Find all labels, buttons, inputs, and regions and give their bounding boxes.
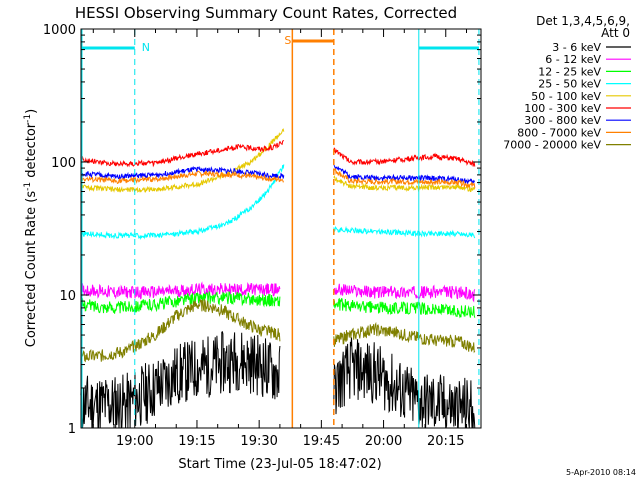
x-tick-label-19-15: 19:15 bbox=[178, 434, 215, 449]
plot-area bbox=[80, 128, 476, 429]
flag-s-label: S bbox=[284, 34, 291, 47]
series-800-7000-kev-segment-2 bbox=[333, 168, 476, 189]
series-100-300-kev-segment-2 bbox=[333, 147, 476, 167]
series-50-100-kev-segment-2 bbox=[333, 175, 476, 193]
series-7000-20000-kev-segment-1 bbox=[80, 299, 281, 363]
series-300-800-kev-segment-1 bbox=[80, 165, 285, 180]
y-tick-label-100: 100 bbox=[51, 156, 76, 171]
series-25-50-kev-segment-1 bbox=[80, 164, 285, 241]
series-3-6-kev-segment-1 bbox=[80, 330, 281, 429]
x-tick-label-19-00: 19:00 bbox=[116, 434, 153, 449]
legend-label-7000-20000-kev: 7000 - 20000 keV bbox=[503, 139, 601, 152]
series-25-50-kev-segment-2 bbox=[333, 225, 476, 239]
series-100-300-kev-segment-1 bbox=[80, 140, 285, 168]
x-tick-label-20-00: 20:00 bbox=[365, 434, 402, 449]
legend-label-300-800-kev: 300 - 800 keV bbox=[524, 114, 601, 127]
legend-header-line-1: Det 1,3,4,5,6,9, bbox=[536, 14, 630, 28]
x-axis: 19:00 19:15 19:30 19:45 20:00 20:15 bbox=[92, 29, 467, 449]
flag-n-label: N bbox=[142, 41, 150, 54]
legend-label-100-300-kev: 100 - 300 keV bbox=[524, 102, 601, 115]
y-tick-label-1000: 1000 bbox=[43, 23, 76, 38]
x-axis-label: Start Time (23-Jul-05 18:47:02) bbox=[178, 457, 381, 472]
series-800-7000-kev-segment-1 bbox=[80, 170, 284, 184]
legend-label-6-12-kev: 6 - 12 keV bbox=[545, 53, 601, 66]
series-6-12-kev-segment-1 bbox=[80, 281, 281, 300]
plot-frame bbox=[80, 28, 482, 429]
series-7000-20000-kev-segment-2 bbox=[333, 321, 476, 354]
series-6-12-kev-segment-2 bbox=[333, 283, 476, 303]
legend-header-line-2: Att 0 bbox=[601, 26, 630, 40]
series-12-25-kev-segment-1 bbox=[80, 290, 281, 314]
legend-label-25-50-kev: 25 - 50 keV bbox=[538, 78, 601, 91]
y-axis-label: Corrected Count Rate (s-1 detector-1) bbox=[23, 109, 39, 347]
legend-label-800-7000-kev: 800 - 7000 keV bbox=[517, 126, 601, 139]
series-3-6-kev-segment-2 bbox=[333, 337, 476, 429]
legend-label-50-100-kev: 50 - 100 keV bbox=[531, 90, 601, 103]
series-50-100-kev-segment-1 bbox=[80, 128, 285, 193]
series-12-25-kev-segment-2 bbox=[333, 297, 476, 319]
x-tick-label-19-30: 19:30 bbox=[240, 434, 277, 449]
x-tick-label-20-15: 20:15 bbox=[427, 434, 464, 449]
y-tick-label-10: 10 bbox=[59, 289, 76, 304]
footer-date: 5-Apr-2010 08:14 bbox=[566, 468, 636, 477]
x-tick-label-19-45: 19:45 bbox=[303, 434, 340, 449]
y-tick-label-1: 1 bbox=[68, 422, 76, 437]
y-axis: 1 10 100 1000 bbox=[43, 23, 481, 437]
observing-flags: NS bbox=[81, 29, 480, 428]
legend-label-12-25-kev: 12 - 25 keV bbox=[538, 65, 601, 78]
chart-title: HESSI Observing Summary Count Rates, Cor… bbox=[75, 4, 457, 22]
series-300-800-kev-segment-2 bbox=[333, 164, 476, 185]
legend-label-3-6-kev: 3 - 6 keV bbox=[552, 41, 601, 54]
